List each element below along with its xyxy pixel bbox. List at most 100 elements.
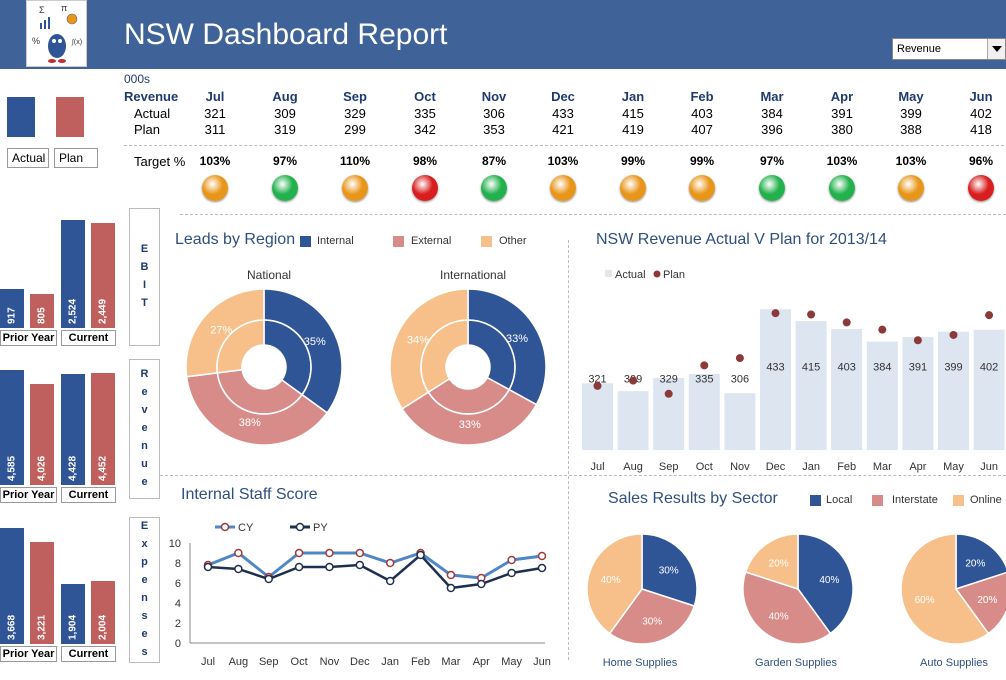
plan-marker	[878, 325, 887, 334]
revenue-bar-value: 433	[766, 362, 784, 374]
donut-hole	[244, 347, 284, 387]
target-value: 103%	[826, 154, 858, 168]
sales-chart-title: Sales Results by Sector	[608, 490, 778, 507]
plan-value: 396	[761, 122, 783, 137]
actual-value: 329	[344, 106, 366, 121]
actual-value: 399	[900, 106, 922, 121]
kpi-bar: 2,449	[91, 223, 115, 328]
kpi-bar: 3,221	[30, 542, 54, 644]
legend-online: Online	[970, 494, 1002, 506]
side-label-letter: E	[140, 520, 149, 532]
pie-slice	[608, 588, 696, 645]
month-header: Nov	[481, 89, 507, 104]
actual-value: 402	[970, 106, 992, 121]
plan-marker	[949, 330, 958, 339]
staff-point	[477, 579, 486, 589]
kpi-bar: 4,026	[30, 384, 54, 485]
pie-slice-label: 40%	[601, 575, 621, 586]
table-divider	[124, 145, 1004, 146]
side-label-letter: n	[141, 592, 148, 604]
actual-value: 391	[831, 106, 853, 121]
logo: Σ π % ∫(x)	[26, 0, 87, 67]
target-value: 99%	[620, 154, 646, 168]
revenue-chart-title: NSW Revenue Actual V Plan for 2013/14	[596, 231, 887, 248]
target-value: 96%	[968, 154, 994, 168]
metric-dropdown[interactable]: Revenue	[892, 38, 1006, 60]
actual-value: 433	[552, 106, 574, 121]
actual-value: 321	[204, 106, 226, 121]
staff-point	[537, 563, 547, 573]
revenue-bar-chart: ActualPlan321Jul309Aug329Sep335Oct306Nov…	[582, 269, 1005, 473]
actual-value: 335	[414, 106, 436, 121]
pie-chart-label: Home Supplies	[603, 657, 678, 669]
legend-internal: Internal	[317, 235, 354, 247]
staff-point	[355, 548, 365, 558]
side-label-letter: u	[141, 458, 148, 470]
logo-symbol: %	[32, 36, 40, 46]
chevron-down-icon[interactable]	[987, 39, 1005, 59]
revenue-bar	[688, 374, 720, 450]
dropdown-value: Revenue	[897, 43, 942, 55]
legend-plan: Plan	[54, 148, 98, 168]
staff-point	[325, 562, 334, 572]
legend-interstate: Interstate	[892, 494, 938, 506]
plan-value: 299	[344, 122, 366, 137]
kpi-bar-value: 4,585	[6, 455, 18, 481]
staff-point	[446, 570, 456, 580]
revenue-bar	[866, 341, 898, 450]
target-value: 97%	[759, 154, 785, 168]
side-label-letter: T	[141, 297, 148, 309]
donut-slice-label: 35%	[304, 336, 326, 348]
logo-symbol: Σ	[39, 5, 45, 15]
pie-slice	[955, 533, 1006, 591]
pie-slice-label: 20%	[977, 595, 997, 606]
staff-point	[385, 558, 395, 568]
plan-marker	[735, 354, 744, 363]
revenue-x-tick: May	[943, 461, 964, 473]
kpi-bar-value: 805	[36, 307, 48, 324]
status-light-icon	[342, 175, 368, 201]
side-label-letter: R	[140, 368, 149, 380]
kpi-bar: 3,668	[0, 528, 24, 644]
revenue-x-tick: Oct	[696, 461, 713, 473]
revenue-bar	[617, 391, 649, 450]
status-light-icon	[272, 175, 298, 201]
revenue-bar	[973, 329, 1005, 450]
staff-point	[325, 548, 334, 558]
month-header: Feb	[690, 89, 714, 104]
revenue-bar	[760, 309, 791, 450]
side-label-letter: I	[142, 279, 147, 291]
staff-point	[294, 548, 304, 558]
revenue-x-tick: Jun	[980, 461, 998, 473]
status-light-icon	[829, 175, 855, 201]
target-value: 103%	[895, 154, 927, 168]
status-light-icon	[689, 175, 715, 201]
pie-slice-label: 20%	[769, 558, 789, 569]
plan-value: 342	[414, 122, 436, 137]
revenue-label: Revenue	[124, 89, 179, 104]
donut-slice-label: 33%	[459, 419, 481, 431]
revenue-x-tick: Mar	[873, 461, 892, 473]
pie-slice	[586, 533, 643, 635]
staff-x-tick: Sep	[259, 656, 279, 668]
revenue-bar	[582, 383, 613, 450]
legend-external-swatch	[393, 236, 404, 247]
revenue-x-tick: Dec	[766, 461, 786, 473]
target-value: 97%	[272, 154, 298, 168]
target-value: 103%	[547, 154, 579, 168]
section-divider-vertical	[568, 240, 569, 660]
actual-value: 384	[761, 106, 783, 121]
plan-marker	[629, 376, 638, 385]
status-light-icon	[759, 175, 785, 201]
revenue-bar-value: 403	[838, 362, 856, 374]
donut-inner-ring	[216, 319, 312, 415]
logo-symbol: ∫(x)	[71, 39, 82, 46]
staff-point	[507, 568, 516, 578]
pie-slice-label: 60%	[915, 595, 935, 606]
staff-x-tick: May	[501, 656, 522, 668]
international-label: International	[440, 268, 507, 282]
legend-cy-text: CY	[238, 522, 254, 534]
legend-online-swatch	[953, 495, 964, 506]
kpi-prior-label: Prior Year	[0, 330, 57, 346]
